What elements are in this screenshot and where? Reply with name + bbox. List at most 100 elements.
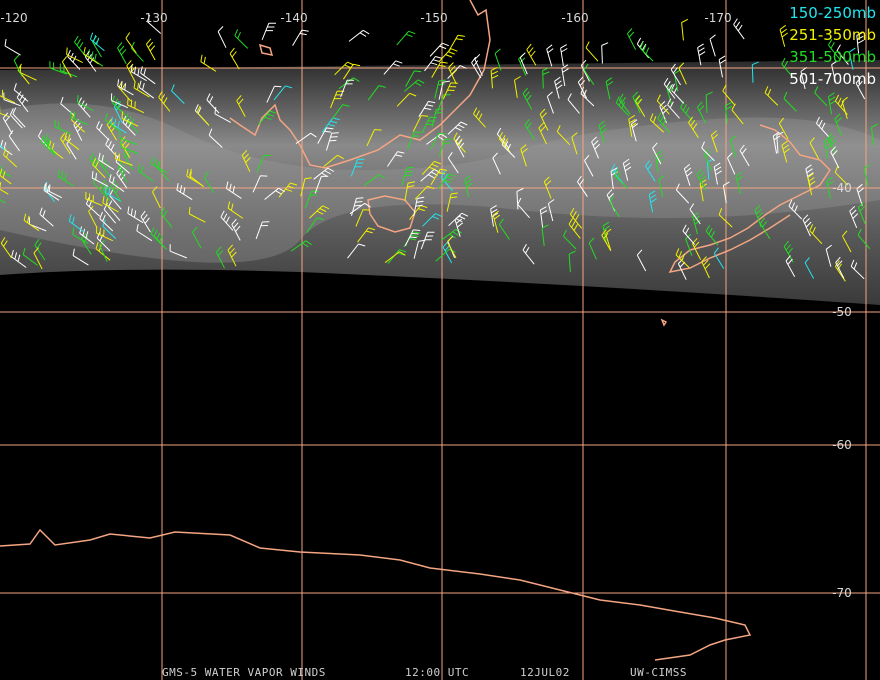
wind-barb bbox=[785, 255, 796, 277]
wind-barb bbox=[367, 85, 386, 101]
wind-barb bbox=[680, 101, 693, 122]
wind-barb bbox=[160, 207, 173, 228]
wind-barb bbox=[776, 131, 784, 154]
wind-barb bbox=[323, 154, 344, 168]
wind-barb bbox=[546, 91, 554, 114]
wind-barb bbox=[188, 206, 206, 223]
wind-barb bbox=[678, 62, 687, 85]
wind-barb bbox=[231, 218, 241, 241]
wind-barb bbox=[464, 175, 473, 198]
wind-barb bbox=[384, 251, 406, 263]
wind-barb bbox=[724, 101, 733, 124]
wind-barb bbox=[206, 93, 220, 114]
wind-barb bbox=[95, 242, 111, 261]
footer-text: 12JUL02 bbox=[520, 666, 570, 679]
wind-barb bbox=[713, 162, 722, 185]
wind-barb bbox=[0, 106, 10, 118]
wind-barb bbox=[72, 248, 89, 266]
wind-barb bbox=[828, 92, 837, 115]
wind-barb bbox=[264, 187, 285, 200]
wind-barb bbox=[447, 152, 459, 174]
wind-barb bbox=[0, 144, 6, 151]
wind-barb bbox=[68, 214, 85, 233]
wind-barb bbox=[440, 170, 454, 192]
wind-barb bbox=[140, 66, 156, 85]
footer-text: UW-CIMSS bbox=[630, 666, 687, 679]
wind-barb bbox=[718, 55, 727, 78]
wind-barb bbox=[754, 205, 764, 228]
wind-barb bbox=[591, 136, 601, 159]
wind-barb bbox=[214, 106, 231, 123]
wind-barb bbox=[229, 47, 240, 70]
wind-barb bbox=[208, 128, 223, 148]
wind-barb bbox=[779, 24, 788, 47]
wind-barb bbox=[783, 91, 797, 112]
wind-barb bbox=[764, 86, 779, 106]
wind-barb bbox=[670, 63, 682, 86]
wind-barb bbox=[514, 76, 521, 98]
wind-barb bbox=[45, 182, 63, 199]
legend-entry: 351-500mb bbox=[789, 48, 876, 66]
wind-barb bbox=[196, 105, 210, 126]
wind-barb bbox=[8, 130, 21, 152]
wind-barb bbox=[602, 221, 610, 244]
wind-barb bbox=[355, 209, 370, 227]
wind-barb bbox=[682, 224, 696, 245]
wind-barb bbox=[234, 29, 249, 49]
wind-barb bbox=[442, 241, 453, 264]
wind-barb bbox=[569, 208, 583, 229]
wind-barb bbox=[331, 104, 350, 120]
wind-barb bbox=[781, 140, 790, 163]
wind-barb bbox=[848, 47, 856, 70]
wind-barb bbox=[290, 240, 312, 252]
wind-barb bbox=[490, 66, 499, 89]
wind-barb bbox=[92, 158, 106, 179]
wind-barb bbox=[137, 163, 154, 182]
wind-barb bbox=[39, 207, 54, 227]
wind-barb bbox=[169, 244, 187, 259]
wind-barb bbox=[84, 50, 97, 72]
wind-barb bbox=[430, 132, 447, 150]
wind-barb bbox=[663, 77, 676, 99]
wind-barb bbox=[541, 224, 549, 247]
wind-barb bbox=[547, 199, 555, 222]
wind-barb bbox=[357, 227, 376, 243]
wind-barb bbox=[225, 181, 242, 199]
wind-barb bbox=[130, 64, 147, 82]
longitude-label: -120 bbox=[0, 11, 27, 25]
wind-barb bbox=[200, 54, 217, 72]
wind-barb bbox=[70, 110, 88, 125]
wind-barb bbox=[340, 79, 354, 98]
wind-barb bbox=[77, 97, 91, 118]
wind-barb bbox=[800, 66, 807, 90]
wind-barb bbox=[471, 56, 482, 79]
wind-barb bbox=[519, 52, 528, 75]
wind-barb bbox=[309, 205, 330, 219]
wind-barb bbox=[446, 236, 457, 259]
wind-barb bbox=[675, 248, 690, 268]
wind-barb bbox=[490, 204, 499, 227]
wind-barb bbox=[494, 48, 502, 71]
wind-barb bbox=[710, 130, 719, 153]
wind-barb bbox=[126, 60, 136, 82]
wind-barb bbox=[0, 237, 13, 259]
labels: -120 -130 -140 -150 -160 -170 -40 -50 -60 -70 150-… bbox=[0, 4, 876, 679]
wind-barb bbox=[583, 63, 595, 86]
wind-barb bbox=[826, 176, 834, 199]
wind-barb bbox=[0, 165, 12, 177]
wind-barb bbox=[615, 96, 630, 117]
wind-barb bbox=[23, 213, 40, 232]
wind-barb bbox=[830, 146, 840, 169]
wind-barb bbox=[636, 249, 647, 272]
wind-barb bbox=[227, 201, 244, 219]
wind-barb bbox=[140, 210, 151, 233]
wind-barb bbox=[626, 28, 637, 50]
wind-barb bbox=[692, 212, 701, 235]
wind-barb bbox=[609, 195, 620, 218]
wind-barb bbox=[751, 61, 759, 83]
wind-barb bbox=[863, 164, 871, 187]
wind-barb bbox=[171, 84, 185, 104]
wind-barb bbox=[404, 229, 421, 247]
wind-barb bbox=[622, 158, 632, 181]
